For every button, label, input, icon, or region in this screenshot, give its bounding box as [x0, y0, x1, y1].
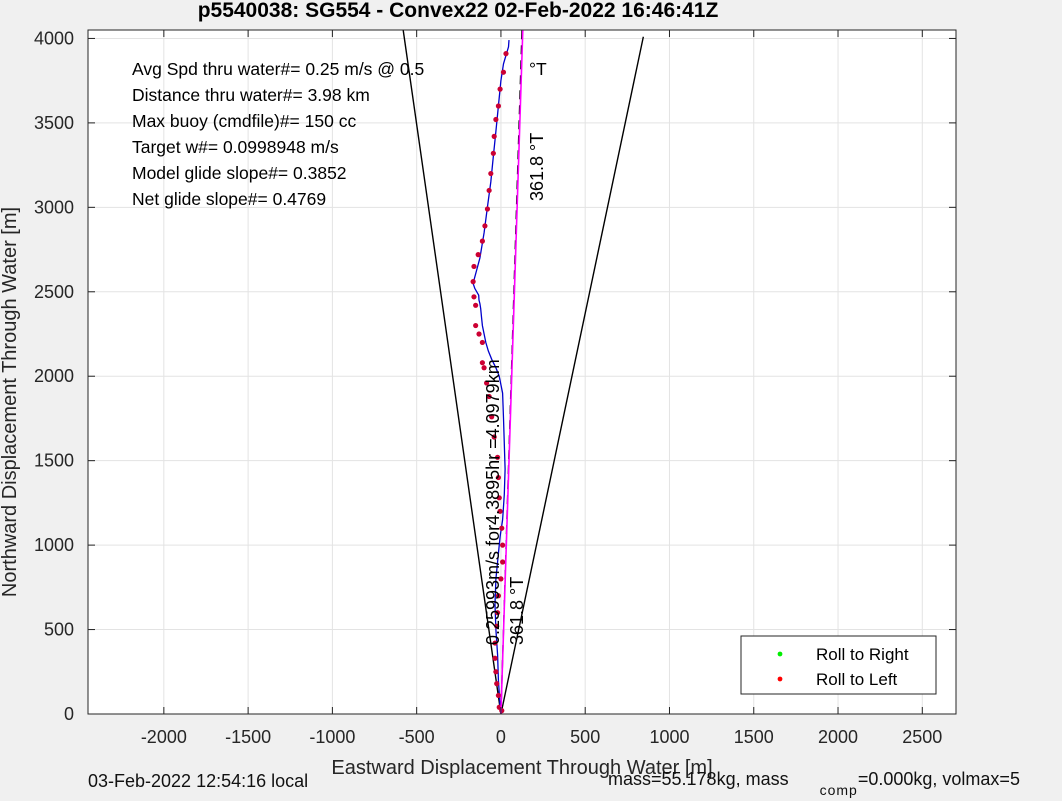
roll-left-marker [503, 51, 509, 57]
roll-left-marker [484, 206, 491, 212]
chart-title: p5540038: SG554 - Convex22 02-Feb-2022 1… [198, 0, 719, 22]
comp-mass-label: =0.000kg, volmax=5 [857, 769, 1020, 789]
roll-left-marker [495, 593, 502, 599]
roll-left-marker [492, 655, 498, 661]
comp-subscript: comp [819, 782, 858, 798]
x-tick-label: 0 [496, 727, 506, 747]
y-tick-label: 0 [64, 704, 74, 724]
y-tick-label: 1500 [34, 451, 74, 471]
roll-left-marker [475, 252, 481, 258]
legend-box [740, 635, 937, 695]
roll-left-marker [491, 133, 497, 139]
roll-left-marker [494, 454, 501, 460]
roll-left-marker [500, 559, 506, 565]
x-tick-label: 2500 [902, 727, 942, 747]
cone-left [402, 29, 502, 715]
x-tick-label: -1500 [225, 727, 271, 747]
info-line: Distance thru water#= 3.98 km [132, 85, 370, 105]
roll-left-marker [484, 380, 490, 386]
heading-label-bottom: 361.8 °T [507, 577, 527, 645]
y-tick-label: 3500 [34, 113, 74, 133]
x-tick-label: 2000 [818, 727, 858, 747]
mass-label: mass=55.178kg, mass [608, 769, 789, 789]
speed-distance-label: 0.25993m/s for4.3895hr =4.0979km [483, 359, 503, 645]
roll-left-marker [482, 223, 488, 229]
heading-label-top: 361.8 °T [527, 133, 547, 201]
y-axis-label: Northward Displacement Through Water [m] [0, 207, 21, 597]
roll-left-marker [489, 414, 495, 420]
roll-left-marker [479, 238, 485, 244]
y-tick-label: 3000 [34, 197, 74, 217]
legend-marker [777, 676, 783, 682]
roll-left-marker [471, 294, 477, 300]
roll-left-marker [486, 393, 492, 400]
mass-readout: mass=55.178kg, mass comp=0.000kg, volmax… [608, 769, 1020, 798]
heading-magenta-line [500, 29, 524, 715]
legend-marker [777, 651, 783, 657]
roll-left-marker [492, 640, 498, 646]
roll-left-marker [500, 69, 507, 75]
roll-left-marker [494, 623, 500, 629]
x-tick-label: -2000 [141, 727, 187, 747]
track-line [472, 40, 510, 715]
roll-left-marker [473, 302, 479, 308]
plot-frame [87, 29, 957, 715]
roll-left-marker [493, 669, 499, 675]
roll-left-marker [497, 86, 503, 92]
x-axis-label: Eastward Displacement Through Water [m] [331, 757, 712, 779]
roll-left-marker [479, 339, 485, 346]
info-degree-label: °T [529, 59, 547, 79]
roll-left-marker [473, 322, 479, 329]
roll-left-marker [476, 331, 482, 337]
y-tick-label: 4000 [34, 28, 74, 48]
x-tick-label: -1000 [309, 727, 355, 747]
roll-left-marker [500, 542, 506, 548]
x-tick-label: 500 [570, 727, 600, 747]
roll-left-marker [495, 103, 502, 109]
x-tick-label: -500 [399, 727, 435, 747]
info-line: Avg Spd thru water#= 0.25 m/s @ 0.5 [132, 59, 424, 79]
x-tick-label: 1000 [649, 727, 689, 747]
y-tick-label: 500 [44, 620, 74, 640]
info-line: Target w#= 0.0998948 m/s [132, 137, 339, 157]
info-line: Model glide slope#= 0.3852 [132, 163, 347, 183]
legend-label: Roll to Left [816, 670, 898, 689]
roll-left-marker [488, 170, 494, 177]
roll-left-marker [470, 279, 476, 285]
x-tick-label: 1500 [734, 727, 774, 747]
info-line: Max buoy (cmdfile)#= 150 cc [132, 111, 356, 131]
roll-left-marker [481, 365, 487, 371]
legend-label: Roll to Right [816, 645, 909, 664]
roll-left-marker [491, 434, 497, 440]
roll-left-marker [490, 150, 496, 156]
roll-left-marker [471, 263, 477, 270]
info-line: Net glide slope#= 0.4769 [132, 189, 326, 209]
roll-left-marker [495, 474, 502, 481]
y-tick-label: 1000 [34, 535, 74, 555]
cone-right [500, 36, 645, 715]
roll-left-marker [495, 692, 502, 699]
roll-left-marker [498, 576, 504, 582]
local-time-label: 03-Feb-2022 12:54:16 local [88, 771, 309, 791]
plot-area [88, 30, 956, 714]
y-tick-label: 2500 [34, 282, 74, 302]
roll-left-marker [499, 525, 505, 531]
roll-left-marker [494, 610, 501, 616]
roll-left-marker [486, 187, 492, 194]
y-tick-label: 2000 [34, 366, 74, 386]
roll-left-marker [496, 495, 502, 501]
roll-left-marker [479, 360, 485, 366]
roll-left-marker [493, 116, 499, 123]
roll-left-marker [497, 508, 503, 514]
roll-left-marker [494, 681, 500, 687]
